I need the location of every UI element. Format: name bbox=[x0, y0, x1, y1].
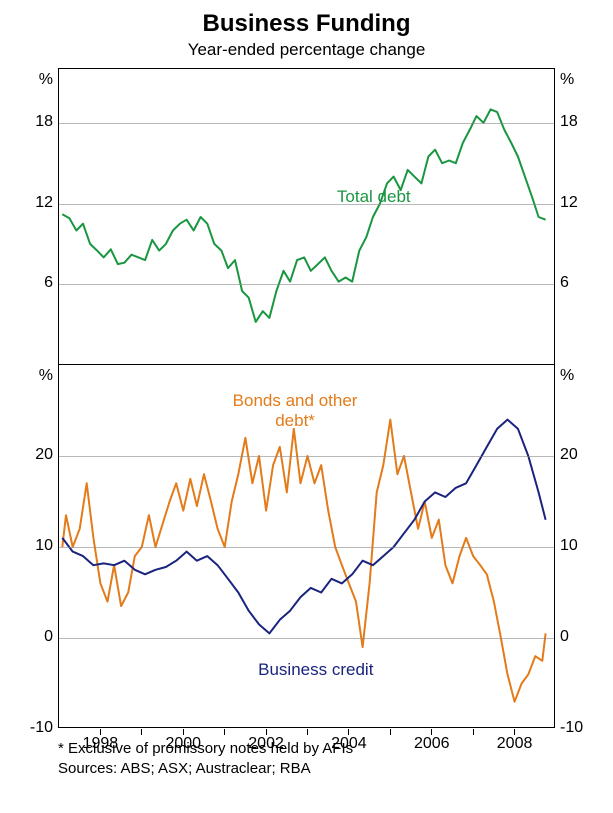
y-tick-right: 6 bbox=[554, 274, 569, 292]
gridline bbox=[59, 456, 554, 457]
y-tick-left: -10 bbox=[30, 719, 59, 737]
series-svg-top bbox=[59, 69, 556, 365]
gridline bbox=[59, 547, 554, 548]
y-unit-right: % bbox=[554, 367, 574, 385]
y-tick-right: 0 bbox=[554, 628, 569, 646]
y-tick-left: 18 bbox=[35, 113, 59, 131]
x-tick bbox=[307, 729, 308, 735]
y-tick-left: 20 bbox=[35, 446, 59, 464]
footnote-2: Sources: ABS; ASX; Austraclear; RBA bbox=[58, 760, 311, 777]
y-tick-right: -10 bbox=[554, 719, 583, 737]
y-unit-left: % bbox=[39, 367, 59, 385]
gridline bbox=[59, 123, 554, 124]
y-tick-left: 10 bbox=[35, 537, 59, 555]
x-tick bbox=[473, 729, 474, 735]
x-tick-label: 2006 bbox=[414, 735, 450, 753]
gridline bbox=[59, 284, 554, 285]
y-unit-right: % bbox=[554, 71, 574, 89]
y-tick-right: 10 bbox=[554, 537, 578, 555]
y-tick-left: 0 bbox=[44, 628, 59, 646]
y-tick-left: 6 bbox=[44, 274, 59, 292]
y-tick-left: 12 bbox=[35, 194, 59, 212]
chart-subtitle: Year-ended percentage change bbox=[0, 40, 613, 60]
plot-area: 6612121818%%Total debt -10-100010102020%… bbox=[58, 68, 555, 728]
gridline bbox=[59, 638, 554, 639]
chart-title: Business Funding bbox=[0, 0, 613, 38]
x-tick bbox=[390, 729, 391, 735]
y-tick-right: 18 bbox=[554, 113, 578, 131]
panel-top: 6612121818%%Total debt bbox=[59, 69, 554, 365]
y-unit-left: % bbox=[39, 71, 59, 89]
x-tick bbox=[141, 729, 142, 735]
gridline bbox=[59, 204, 554, 205]
series-business-credit bbox=[62, 420, 545, 634]
panel-bottom: -10-100010102020%%Bonds and otherdebt*Bu… bbox=[59, 365, 554, 729]
business-funding-chart: Business Funding Year-ended percentage c… bbox=[0, 0, 613, 813]
series-label: Business credit bbox=[258, 660, 373, 680]
x-tick-label: 2008 bbox=[497, 735, 533, 753]
y-tick-right: 20 bbox=[554, 446, 578, 464]
footnote-1: * Exclusive of promissory notes held by … bbox=[58, 740, 353, 757]
series-label: Bonds and otherdebt* bbox=[233, 391, 358, 431]
y-tick-right: 12 bbox=[554, 194, 578, 212]
series-total-debt bbox=[62, 109, 545, 322]
x-tick bbox=[224, 729, 225, 735]
series-label: Total debt bbox=[337, 187, 411, 207]
